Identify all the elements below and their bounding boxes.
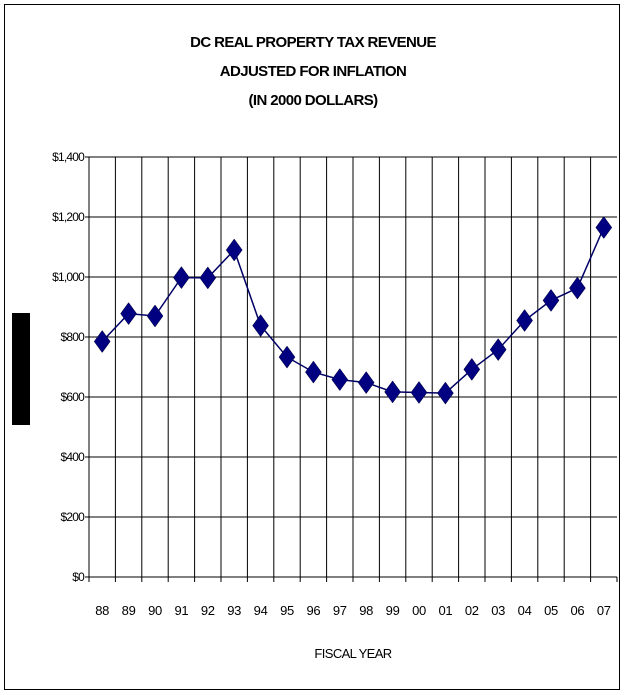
data-point-88 bbox=[93, 330, 111, 353]
data-point-97 bbox=[331, 368, 349, 392]
x-tick-label-0: 88 bbox=[95, 603, 109, 618]
x-tick-label-6: 94 bbox=[254, 603, 268, 618]
data-point-04 bbox=[516, 309, 533, 332]
chart-title: DC REAL PROPERTY TAX REVENUE ADJUSTED FO… bbox=[0, 28, 626, 115]
x-tick-label-8: 96 bbox=[306, 603, 320, 618]
x-tick-label-3: 91 bbox=[174, 603, 188, 618]
data-point-00 bbox=[410, 381, 428, 404]
x-tick-label-15: 03 bbox=[491, 603, 505, 618]
chart-frame bbox=[4, 4, 620, 690]
y-tick-label-7: $1,400 bbox=[52, 150, 85, 164]
x-tick-label-4: 92 bbox=[201, 603, 215, 618]
data-point-06 bbox=[569, 276, 586, 300]
data-point-98 bbox=[357, 371, 375, 395]
data-point-89 bbox=[120, 302, 137, 326]
y-tick-label-4: $800 bbox=[61, 330, 86, 344]
x-tick-label-11: 99 bbox=[386, 603, 400, 618]
grid-lines bbox=[89, 156, 617, 577]
axes bbox=[85, 156, 618, 582]
data-point-91 bbox=[173, 266, 190, 290]
data-point-93 bbox=[225, 238, 243, 262]
data-point-96 bbox=[305, 360, 322, 384]
x-tick-label-17: 05 bbox=[544, 603, 558, 618]
x-tick-label-12: 00 bbox=[412, 603, 426, 618]
data-point-94 bbox=[252, 314, 269, 338]
x-tick-label-2: 90 bbox=[148, 603, 162, 618]
y-tick-labels: $0 $200 $400 $600 $800 $1,000 $1,200 $1,400 bbox=[52, 150, 86, 584]
y-tick-label-0: $0 bbox=[72, 570, 85, 584]
x-tick-label-19: 07 bbox=[597, 603, 611, 618]
data-point-92 bbox=[199, 266, 217, 290]
black-side-bar bbox=[12, 313, 30, 425]
chart-title-line-2: ADJUSTED FOR INFLATION bbox=[219, 63, 407, 80]
y-tick-label-1: $200 bbox=[61, 510, 86, 524]
data-point-90 bbox=[146, 304, 164, 328]
chart-title-line-1: DC REAL PROPERTY TAX REVENUE bbox=[190, 34, 436, 51]
y-tick-label-5: $1,000 bbox=[52, 270, 85, 284]
x-tick-label-14: 02 bbox=[465, 603, 479, 618]
x-tick-label-1: 89 bbox=[122, 603, 136, 618]
x-tick-label-16: 04 bbox=[518, 603, 532, 618]
y-tick-label-3: $600 bbox=[61, 390, 86, 404]
data-point-05 bbox=[542, 288, 560, 312]
data-point-95 bbox=[278, 345, 296, 369]
y-tick-label-2: $400 bbox=[61, 450, 86, 464]
x-tick-label-7: 95 bbox=[280, 603, 294, 618]
data-point-01 bbox=[437, 381, 454, 405]
x-tick-label-5: 93 bbox=[227, 603, 241, 618]
x-tick-label-9: 97 bbox=[333, 603, 347, 618]
x-tick-label-13: 01 bbox=[438, 603, 452, 618]
data-point-07 bbox=[595, 216, 613, 239]
chart-title-line-3: (IN 2000 DOLLARS) bbox=[248, 92, 379, 109]
x-tick-label-18: 06 bbox=[570, 603, 584, 618]
data-point-03 bbox=[489, 338, 507, 362]
x-axis-title: FISCAL YEAR bbox=[314, 646, 391, 661]
x-tick-labels: 88 89 90 91 92 93 94 95 96 97 98 99 00 01 02 03 04 05 06 07 bbox=[95, 603, 611, 618]
x-tick-label-10: 98 bbox=[359, 603, 373, 618]
y-tick-label-6: $1,200 bbox=[52, 210, 85, 224]
data-point-markers bbox=[93, 216, 613, 405]
data-point-99 bbox=[384, 380, 401, 404]
data-point-02 bbox=[463, 357, 481, 381]
